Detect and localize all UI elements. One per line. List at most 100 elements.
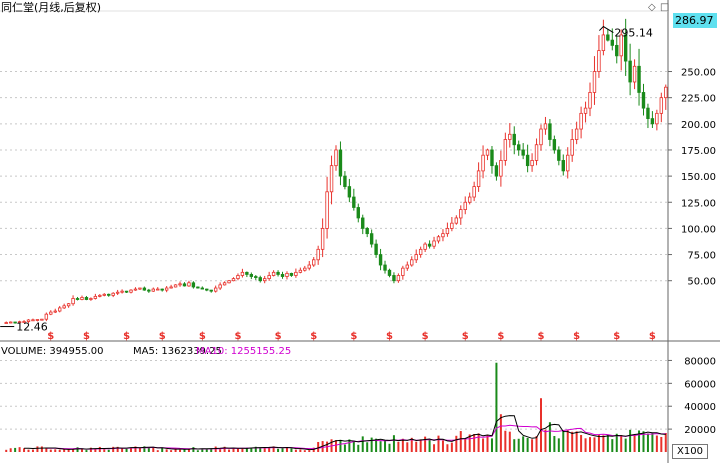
candle-body (601, 34, 606, 52)
volume-bars (5, 362, 667, 452)
volume-bar (285, 447, 288, 452)
volume-bar (183, 449, 186, 452)
volume-bar (40, 446, 43, 452)
volume-bar (379, 441, 382, 452)
dividend-marker: $ (123, 331, 130, 342)
volume-bar (571, 431, 574, 452)
candle-body (432, 240, 436, 247)
candle-body (548, 123, 552, 140)
candle-body (454, 217, 459, 224)
candle-body (396, 275, 401, 282)
volume-bar (366, 442, 369, 452)
candle-body (557, 149, 561, 161)
volume-bar (531, 439, 534, 452)
volume-bar (294, 449, 297, 452)
volume-bar (566, 430, 569, 452)
candle-body (566, 154, 570, 172)
candle-body (450, 222, 454, 229)
candle-body (316, 248, 320, 261)
volume-bar (54, 449, 57, 452)
candle-body (22, 321, 26, 323)
candle-body (115, 291, 120, 294)
volume-bar (152, 447, 155, 452)
candle-body (62, 305, 66, 309)
volume-bar (437, 435, 440, 452)
dividend-marker: $ (234, 331, 241, 342)
candle-body (258, 277, 262, 282)
volume-bar (205, 448, 208, 452)
candle-body (173, 284, 178, 288)
volume-bar (410, 437, 413, 452)
candle-body (98, 294, 102, 297)
volume-bar (250, 447, 253, 452)
volume-bar (80, 449, 83, 452)
volume-bar (655, 435, 658, 452)
volume-bar (241, 448, 244, 452)
volume-bar (660, 436, 663, 452)
candle-body (71, 298, 75, 305)
volume-bar (67, 449, 70, 452)
volume-bar (76, 447, 79, 452)
candle-body (271, 271, 276, 276)
candle-body (58, 307, 62, 312)
volume-bar (575, 431, 578, 452)
volume-bar (602, 435, 605, 452)
candle-body (615, 44, 619, 57)
candle-body (619, 34, 623, 57)
candle-body (102, 293, 106, 296)
candle-body (561, 160, 565, 172)
candle-body (222, 282, 227, 286)
candle-body (418, 248, 423, 255)
volume-bar (303, 450, 306, 452)
candle-body (459, 209, 463, 219)
volume-bar (459, 431, 462, 452)
dividend-marker: $ (47, 331, 54, 342)
candle-body (534, 144, 539, 161)
candle-body (597, 50, 601, 72)
dividend-marker: $ (199, 331, 206, 342)
square-outline-icon[interactable]: □ (660, 2, 670, 13)
volume-scale-box[interactable]: X100 (672, 444, 708, 459)
volume-bar (441, 440, 444, 452)
candle-body (329, 165, 334, 193)
volume-bar (143, 446, 146, 452)
volume-bar (553, 436, 556, 452)
ma10-legend: MA10: 1255155.25 (196, 346, 292, 357)
candle-body (579, 112, 583, 130)
candle-body (187, 282, 191, 287)
candle-body (659, 97, 664, 114)
candle-body (178, 283, 182, 286)
volume-bar (125, 448, 128, 452)
volume-bar (473, 434, 476, 452)
candle-body (427, 243, 432, 247)
price-tick-label: 150.00 (681, 172, 716, 183)
volume-bar (335, 440, 337, 452)
volume-bar (384, 440, 387, 452)
diamond-outline-icon[interactable]: ◇ (648, 2, 656, 13)
volume-bar (299, 449, 302, 452)
dividend-marker: $ (310, 331, 317, 342)
volume-bar (268, 446, 271, 452)
volume-bar (424, 436, 427, 452)
candle-body (303, 267, 307, 271)
candle-body (423, 243, 427, 250)
candle-body (655, 112, 659, 125)
volume-bar (23, 448, 26, 452)
dividend-marker: $ (386, 331, 393, 342)
candle-body (138, 287, 142, 290)
volume-bar (348, 439, 351, 452)
candle-body (312, 259, 316, 266)
volume-bar (210, 448, 213, 452)
candle-body (31, 319, 35, 322)
candle-body (641, 92, 646, 109)
volume-bar (112, 446, 115, 452)
volume-bar (406, 442, 409, 452)
candle-body (164, 287, 169, 291)
candle-body (160, 288, 164, 291)
volume-bar (134, 446, 137, 452)
candle-body (387, 269, 392, 276)
candle-body (574, 128, 579, 140)
volume-bar (361, 436, 364, 452)
candle-body (231, 278, 236, 282)
